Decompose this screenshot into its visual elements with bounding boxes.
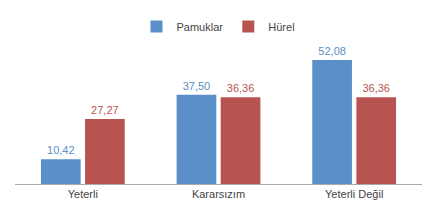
svg-text:Yeterli: Yeterli — [68, 188, 98, 200]
svg-text:Yeterli Değil: Yeterli Değil — [325, 188, 383, 200]
svg-text:36,36: 36,36 — [362, 82, 390, 94]
svg-text:Hürel: Hürel — [268, 21, 294, 33]
svg-text:Kararsızım: Kararsızım — [192, 188, 245, 200]
svg-text:27,27: 27,27 — [91, 104, 119, 116]
svg-text:52,08: 52,08 — [318, 45, 346, 57]
svg-text:36,36: 36,36 — [227, 82, 255, 94]
svg-text:Pamuklar: Pamuklar — [177, 21, 224, 33]
svg-text:37,50: 37,50 — [183, 80, 211, 92]
svg-text:10,42: 10,42 — [47, 144, 75, 156]
